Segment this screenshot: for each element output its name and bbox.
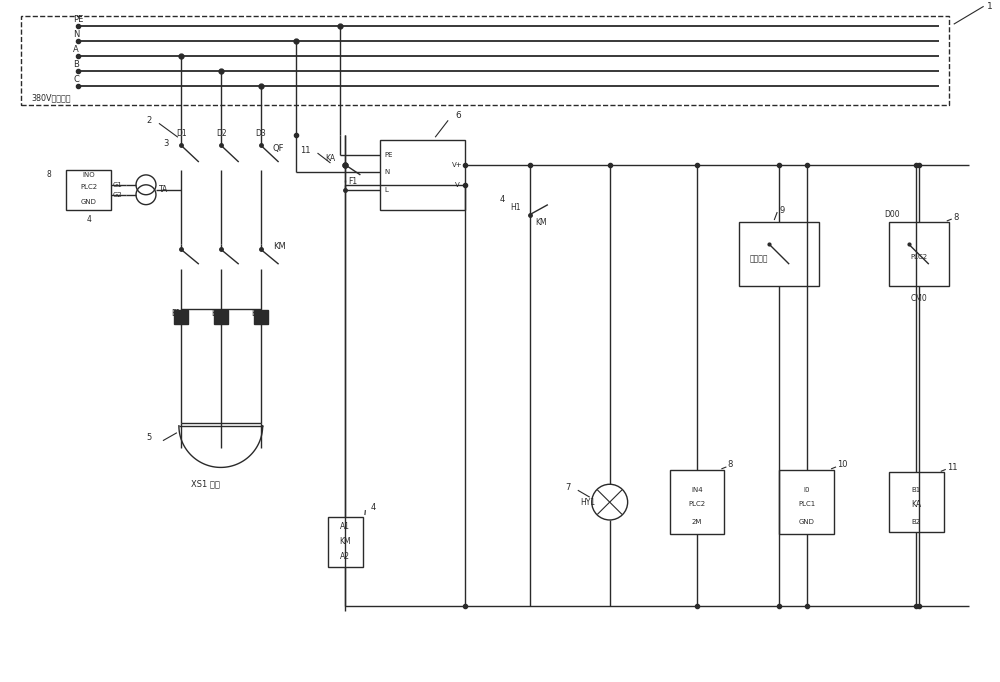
Text: HY1: HY1 bbox=[580, 498, 595, 507]
Text: KA: KA bbox=[911, 500, 921, 509]
Text: 8: 8 bbox=[727, 460, 733, 469]
Text: 2: 2 bbox=[146, 116, 151, 125]
Text: XS1 插座: XS1 插座 bbox=[191, 479, 220, 489]
Text: G2: G2 bbox=[113, 192, 123, 198]
Text: D3: D3 bbox=[256, 129, 266, 138]
Text: GND: GND bbox=[81, 198, 97, 205]
Text: 6: 6 bbox=[455, 111, 461, 120]
Text: 2M: 2M bbox=[692, 519, 702, 525]
Bar bbox=[328, 517, 363, 567]
Text: KM: KM bbox=[340, 537, 351, 546]
Text: D2: D2 bbox=[216, 129, 226, 138]
Text: QF: QF bbox=[273, 144, 284, 153]
Bar bbox=[66, 170, 111, 209]
Text: 4: 4 bbox=[500, 195, 505, 204]
Bar bbox=[174, 310, 188, 324]
Text: E3: E3 bbox=[251, 309, 260, 318]
Text: PLC2: PLC2 bbox=[80, 184, 97, 190]
Text: GND: GND bbox=[799, 519, 815, 525]
Text: 指纹模块: 指纹模块 bbox=[749, 254, 768, 264]
Text: 4: 4 bbox=[370, 503, 376, 512]
Bar bbox=[214, 310, 228, 324]
Bar bbox=[670, 470, 724, 535]
Bar bbox=[739, 222, 819, 286]
Text: V+: V+ bbox=[451, 162, 462, 168]
Text: 11: 11 bbox=[947, 463, 957, 472]
Text: 8: 8 bbox=[46, 170, 51, 179]
Text: A2: A2 bbox=[340, 552, 350, 561]
Text: TA: TA bbox=[159, 186, 168, 194]
Text: 10: 10 bbox=[837, 460, 848, 469]
Text: A: A bbox=[73, 45, 79, 54]
Bar bbox=[779, 470, 834, 535]
Text: 7: 7 bbox=[565, 483, 570, 492]
Text: 11: 11 bbox=[301, 146, 311, 155]
Text: E2: E2 bbox=[211, 309, 221, 318]
Text: N: N bbox=[73, 30, 80, 39]
Bar bbox=[889, 473, 944, 532]
Text: C: C bbox=[73, 74, 79, 84]
Bar bbox=[21, 16, 949, 106]
Text: KM: KM bbox=[535, 218, 547, 227]
Text: B2: B2 bbox=[912, 519, 921, 525]
Text: V-: V- bbox=[455, 182, 462, 188]
Text: IN4: IN4 bbox=[691, 487, 703, 493]
Text: 380V交流电源: 380V交流电源 bbox=[31, 93, 71, 102]
Text: CM0: CM0 bbox=[910, 295, 927, 303]
Text: B: B bbox=[73, 60, 79, 69]
Text: I0: I0 bbox=[803, 487, 810, 493]
Text: PLC1: PLC1 bbox=[798, 501, 815, 507]
Text: INO: INO bbox=[82, 172, 95, 178]
Text: 8: 8 bbox=[954, 213, 959, 222]
Text: KA: KA bbox=[325, 153, 336, 162]
Bar bbox=[254, 310, 268, 324]
Text: 1: 1 bbox=[987, 2, 992, 11]
Text: H1: H1 bbox=[510, 203, 520, 212]
Bar bbox=[889, 222, 949, 286]
Bar bbox=[380, 140, 465, 209]
Text: 5: 5 bbox=[146, 433, 151, 442]
Text: F1: F1 bbox=[348, 177, 358, 186]
Text: B1: B1 bbox=[912, 487, 921, 493]
Text: D00: D00 bbox=[884, 210, 900, 219]
Text: E1: E1 bbox=[171, 309, 181, 318]
Text: PLC2: PLC2 bbox=[910, 254, 927, 261]
Text: G1: G1 bbox=[113, 182, 123, 188]
Text: L: L bbox=[384, 187, 388, 193]
Text: D1: D1 bbox=[176, 129, 187, 138]
Text: A1: A1 bbox=[340, 522, 350, 531]
Text: 3: 3 bbox=[163, 138, 168, 148]
Text: PE: PE bbox=[73, 15, 84, 24]
Text: PE: PE bbox=[384, 152, 393, 158]
Text: PLC2: PLC2 bbox=[688, 501, 706, 507]
Text: 4: 4 bbox=[86, 215, 91, 224]
Text: KM: KM bbox=[273, 242, 285, 251]
Text: N: N bbox=[384, 169, 390, 175]
Text: 9: 9 bbox=[779, 205, 784, 215]
